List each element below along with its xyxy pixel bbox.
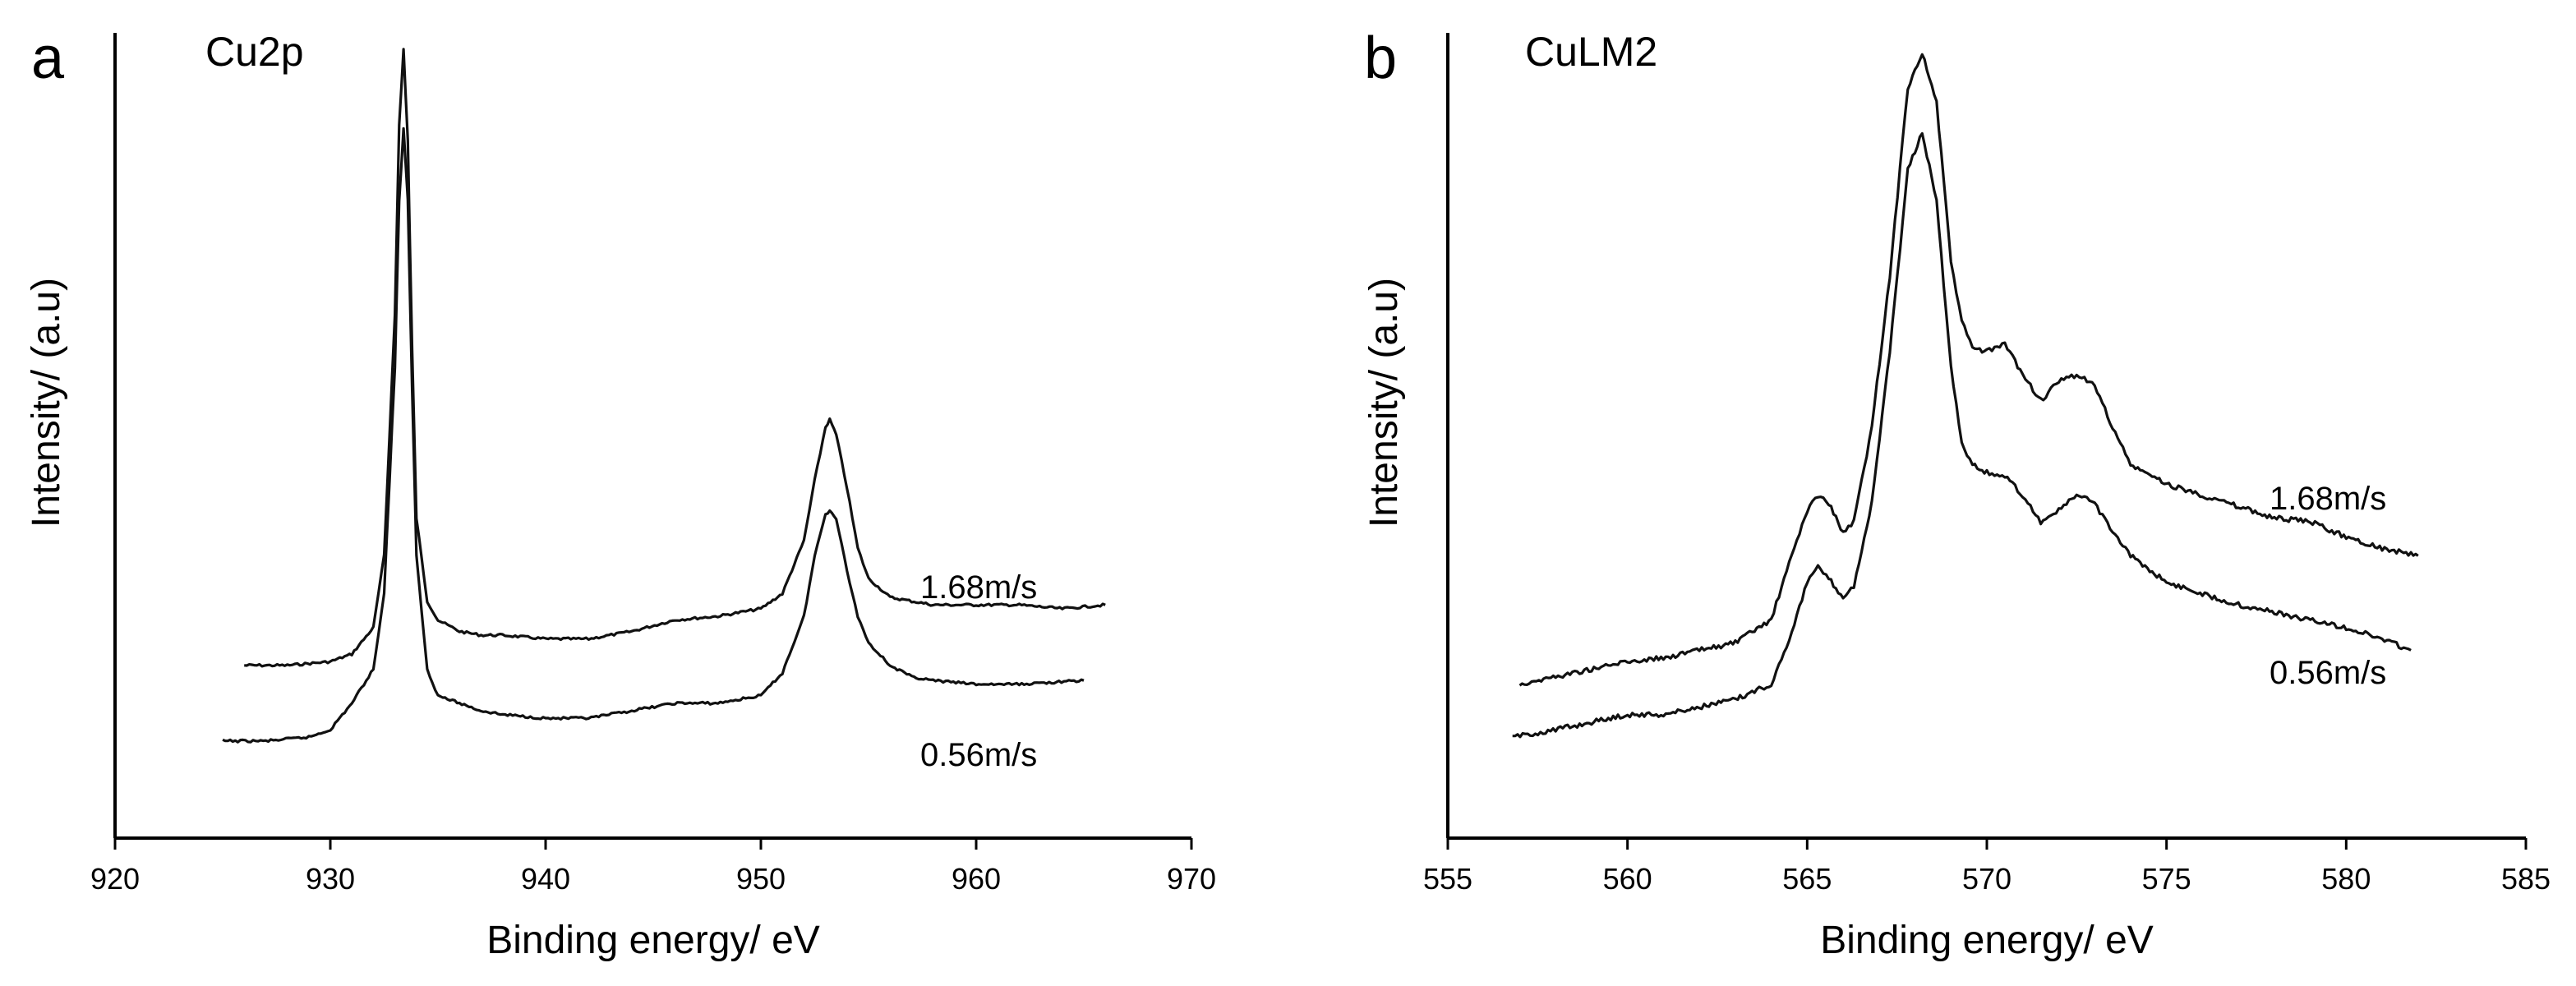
panel-b-series-1-68m-s: [1520, 54, 2418, 685]
panel-b-y-axis-label: Intensity/ (a.u): [1362, 278, 1406, 528]
panel-a-chart: 920 930 940 950 960 970 Binding energy/ eV Inte…: [25, 25, 1216, 962]
panel-b-title: CuLM2: [1525, 29, 1657, 75]
panel-b-x-tick-label: 560: [1603, 862, 1652, 896]
panel-b-x-tick-label: 575: [2142, 862, 2191, 896]
panel-a-series-0-56m-s: [223, 128, 1084, 742]
panel-a-title: Cu2p: [205, 29, 304, 75]
panel-a-x-tick-label: 930: [306, 862, 355, 896]
panel-b-chart: 555 560 565 570 575 580 585 Binding energy/ eV I…: [1362, 25, 2551, 962]
panel-b-x-tick-label: 580: [2321, 862, 2371, 896]
panel-a-series-label: 0.56m/s: [920, 737, 1037, 773]
panel-a-x-tick-label: 950: [736, 862, 786, 896]
panel-b-x-tick-label: 585: [2501, 862, 2551, 896]
panel-b-series-label: 1.68m/s: [2270, 481, 2386, 517]
panel-a-y-axis-label: Intensity/ (a.u): [25, 278, 68, 528]
panel-b-x-axis-label: Binding energy/ eV: [1820, 919, 2154, 962]
panel-a-series-label: 1.68m/s: [920, 569, 1037, 606]
panel-b-x-tick-label: 555: [1423, 862, 1472, 896]
panel-b-x-tick-label: 565: [1782, 862, 1832, 896]
panel-a-x-axis-label: Binding energy/ eV: [486, 919, 820, 962]
panel-b-series-0-56m-s: [1513, 133, 2411, 736]
panel-a-x-tick-label: 920: [90, 862, 140, 896]
panel-b-x-tick-label: 570: [1962, 862, 2011, 896]
panel-a-x-tick-label: 970: [1167, 862, 1216, 896]
panel-a-x-tick-label: 960: [952, 862, 1001, 896]
panel-a-x-tick-label: 940: [521, 862, 570, 896]
panel-b-series-label: 0.56m/s: [2270, 655, 2386, 691]
panel-b-letter: b: [1364, 25, 1397, 91]
figure: 920 930 940 950 960 970 Binding energy/ eV Inte…: [0, 0, 2576, 986]
panel-a-letter: a: [31, 25, 65, 91]
